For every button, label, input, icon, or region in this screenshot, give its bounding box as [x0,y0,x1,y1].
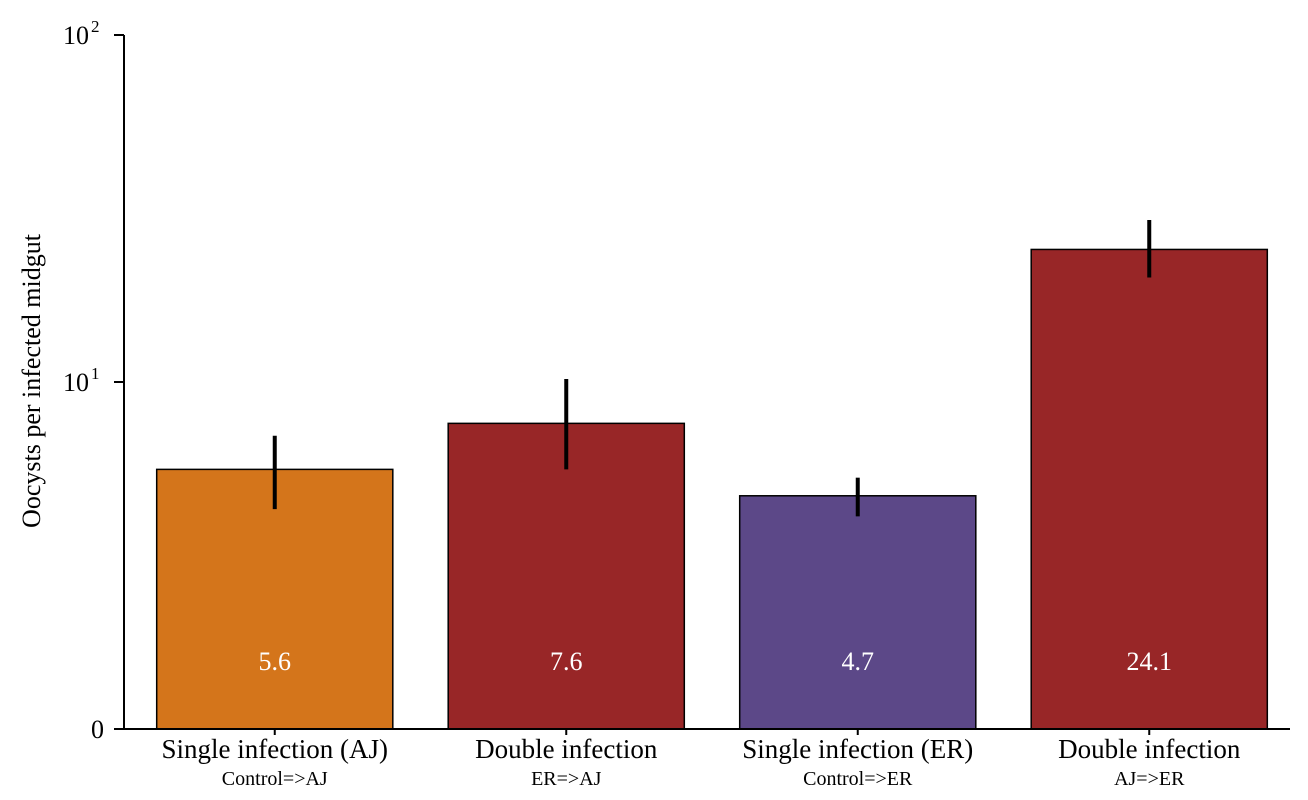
bar [155,468,394,730]
y-tick-label: 10 [63,21,89,50]
bars-group [155,248,1269,730]
bar [1030,248,1269,730]
data-label: 7.6 [550,647,583,676]
y-tick-exponent: 2 [91,17,100,36]
x-tick-sublabel: Control=>ER [803,768,913,790]
y-tick-exponent: 1 [91,364,100,383]
x-tick-label: Double infection [1058,734,1241,764]
x-tick-sublabel: AJ=>ER [1114,768,1185,790]
bar [738,495,977,730]
y-tick-label: 0 [91,715,104,744]
data-label: 5.6 [259,647,292,676]
x-axis: Single infection (AJ) Control=>AJ Double i… [124,728,1290,790]
x-tick-label: Single infection (ER) [742,734,973,764]
x-tick-sublabel: ER=>AJ [531,768,602,790]
x-tick-label: Double infection [475,734,658,764]
y-axis-title: Oocysts per infected midgut [17,233,46,528]
y-tick-label: 10 [63,368,89,397]
error-bars-group [272,219,1152,517]
data-label: 24.1 [1127,647,1173,676]
value-labels-group: 5.6 7.6 4.7 24.1 [259,647,1173,676]
data-label: 4.7 [842,647,875,676]
x-tick-label: Single infection (AJ) [162,734,388,764]
x-tick-sublabel: Control=>AJ [222,768,328,790]
